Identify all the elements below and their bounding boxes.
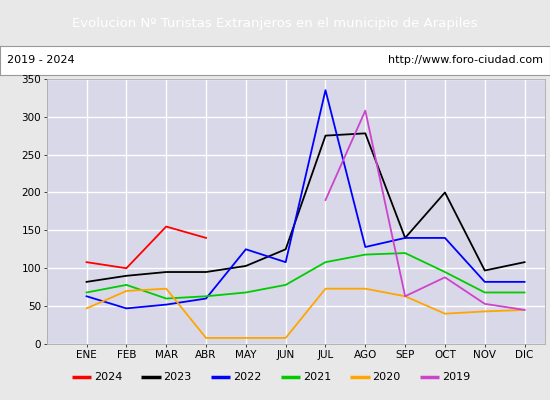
- Text: 2021: 2021: [303, 372, 331, 382]
- Text: 2019 - 2024: 2019 - 2024: [7, 55, 74, 65]
- Text: 2019: 2019: [442, 372, 470, 382]
- Text: http://www.foro-ciudad.com: http://www.foro-ciudad.com: [388, 55, 543, 65]
- Text: 2024: 2024: [94, 372, 122, 382]
- Text: Evolucion Nº Turistas Extranjeros en el municipio de Arapiles: Evolucion Nº Turistas Extranjeros en el …: [72, 16, 478, 30]
- Text: 2023: 2023: [163, 372, 192, 382]
- Text: 2020: 2020: [372, 372, 401, 382]
- Text: 2022: 2022: [233, 372, 262, 382]
